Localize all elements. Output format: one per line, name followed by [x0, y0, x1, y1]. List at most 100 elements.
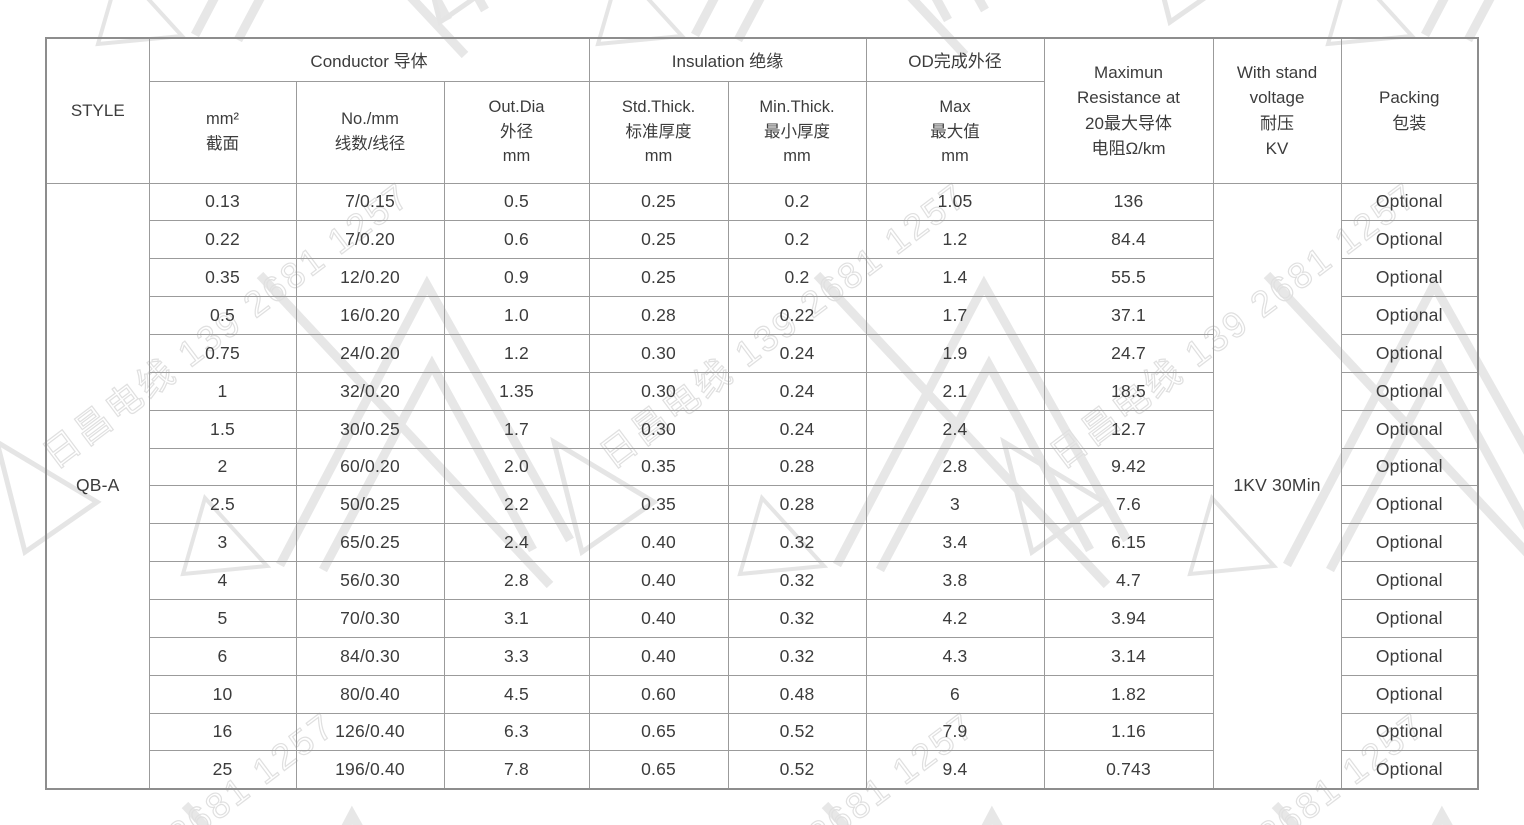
cell-mm2: 0.35	[148, 258, 297, 298]
cell-odmax: 2.4	[865, 409, 1045, 449]
cell-resistance: 136	[1043, 182, 1214, 222]
cell-stdthick: 0.25	[588, 220, 729, 260]
table-row: 5 70/0.30 3.1 0.40 0.32 4.2 3.94 Optional	[46, 598, 1479, 638]
cell-no-mm: 60/0.20	[295, 447, 445, 487]
cell-resistance: 18.5	[1043, 371, 1214, 411]
cell-packing: Optional	[1340, 712, 1479, 752]
cell-packing: Optional	[1340, 674, 1479, 714]
cell-minthick: 0.52	[727, 750, 867, 790]
header-style: STYLE	[45, 37, 150, 184]
cell-resistance: 6.15	[1043, 523, 1214, 563]
cell-minthick: 0.28	[727, 485, 867, 525]
cell-no-mm: 80/0.40	[295, 674, 445, 714]
cell-outdia: 2.8	[443, 561, 590, 600]
cell-no-mm: 50/0.25	[295, 485, 445, 525]
cell-packing: Optional	[1340, 333, 1479, 373]
cell-odmax: 3	[865, 485, 1045, 525]
cell-stdthick: 0.40	[588, 598, 729, 638]
cell-packing: Optional	[1340, 561, 1479, 600]
cell-outdia: 7.8	[443, 750, 590, 790]
cell-mm2: 1	[148, 371, 297, 411]
cell-no-mm: 16/0.20	[295, 296, 445, 335]
cell-outdia: 0.9	[443, 258, 590, 298]
cell-mm2: 0.5	[148, 296, 297, 335]
table-row: 10 80/0.40 4.5 0.60 0.48 6 1.82 Optional	[46, 674, 1479, 714]
cell-packing: Optional	[1340, 371, 1479, 411]
cell-stdthick: 0.28	[588, 296, 729, 335]
cell-outdia: 6.3	[443, 712, 590, 752]
cell-mm2: 0.75	[148, 333, 297, 373]
cell-no-mm: 24/0.20	[295, 333, 445, 373]
header-group-od: OD完成外径	[865, 37, 1045, 82]
header-packing: Packing 包装	[1340, 37, 1479, 184]
cell-resistance: 1.16	[1043, 712, 1214, 752]
cell-outdia: 1.0	[443, 296, 590, 335]
cell-odmax: 6	[865, 674, 1045, 714]
header-no-mm: No./mm 线数/线径	[295, 80, 445, 184]
cell-packing: Optional	[1340, 485, 1479, 525]
cell-resistance: 0.743	[1043, 750, 1214, 790]
cell-mm2: 6	[148, 636, 297, 676]
table-row: 1.5 30/0.25 1.7 0.30 0.24 2.4 12.7 Optional	[46, 409, 1479, 449]
cell-packing: Optional	[1340, 182, 1479, 222]
table-row: 1 32/0.20 1.35 0.30 0.24 2.1 18.5 Optional	[46, 371, 1479, 411]
cell-stdthick: 0.30	[588, 409, 729, 449]
cell-no-mm: 7/0.15	[295, 182, 445, 222]
cell-stdthick: 0.25	[588, 258, 729, 298]
cell-mm2: 4	[148, 561, 297, 600]
cell-packing: Optional	[1340, 523, 1479, 563]
cell-outdia: 1.2	[443, 333, 590, 373]
cell-resistance: 3.14	[1043, 636, 1214, 676]
cell-mm2: 16	[148, 712, 297, 752]
cell-odmax: 1.9	[865, 333, 1045, 373]
table-row: 2.5 50/0.25 2.2 0.35 0.28 3 7.6 Optional	[46, 485, 1479, 525]
cell-odmax: 3.8	[865, 561, 1045, 600]
cell-outdia: 2.0	[443, 447, 590, 487]
cell-minthick: 0.2	[727, 182, 867, 222]
cell-stdthick: 0.60	[588, 674, 729, 714]
cell-minthick: 0.24	[727, 333, 867, 373]
cell-odmax: 4.3	[865, 636, 1045, 676]
table-row: 4 56/0.30 2.8 0.40 0.32 3.8 4.7 Optional	[46, 561, 1479, 600]
cell-no-mm: 70/0.30	[295, 598, 445, 638]
cell-outdia: 1.7	[443, 409, 590, 449]
cell-mm2: 25	[148, 750, 297, 790]
cell-odmax: 1.7	[865, 296, 1045, 335]
cell-odmax: 1.4	[865, 258, 1045, 298]
cell-outdia: 1.35	[443, 371, 590, 411]
cell-outdia: 2.2	[443, 485, 590, 525]
cell-outdia: 3.1	[443, 598, 590, 638]
header-outdia: Out.Dia 外径 mm	[443, 80, 590, 184]
cell-stdthick: 0.40	[588, 523, 729, 563]
cell-minthick: 0.22	[727, 296, 867, 335]
cell-outdia: 4.5	[443, 674, 590, 714]
cell-mm2: 3	[148, 523, 297, 563]
cell-no-mm: 56/0.30	[295, 561, 445, 600]
cell-stdthick: 0.35	[588, 447, 729, 487]
header-stdthick: Std.Thick. 标准厚度 mm	[588, 80, 729, 184]
cell-outdia: 2.4	[443, 523, 590, 563]
cell-minthick: 0.2	[727, 258, 867, 298]
cell-packing: Optional	[1340, 447, 1479, 487]
cell-mm2: 0.22	[148, 220, 297, 260]
cell-minthick: 0.24	[727, 409, 867, 449]
cell-resistance: 55.5	[1043, 258, 1214, 298]
cell-no-mm: 7/0.20	[295, 220, 445, 260]
header-mm2: mm² 截面	[148, 80, 297, 184]
cell-no-mm: 84/0.30	[295, 636, 445, 676]
cell-resistance: 12.7	[1043, 409, 1214, 449]
cell-odmax: 4.2	[865, 598, 1045, 638]
cell-minthick: 0.32	[727, 523, 867, 563]
table-header: STYLE Conductor 导体 Insulation 绝缘 OD完成外径 …	[45, 37, 1479, 184]
header-group-insulation: Insulation 绝缘	[588, 37, 867, 82]
cell-odmax: 2.8	[865, 447, 1045, 487]
cell-outdia: 0.6	[443, 220, 590, 260]
cell-mm2: 2	[148, 447, 297, 487]
cell-minthick: 0.48	[727, 674, 867, 714]
cell-outdia: 0.5	[443, 182, 590, 222]
cell-resistance: 24.7	[1043, 333, 1214, 373]
header-minthick: Min.Thick. 最小厚度 mm	[727, 80, 867, 184]
cell-odmax: 1.05	[865, 182, 1045, 222]
table-row: 0.5 16/0.20 1.0 0.28 0.22 1.7 37.1 Optional	[46, 296, 1479, 335]
table-row: 6 84/0.30 3.3 0.40 0.32 4.3 3.14 Optional	[46, 636, 1479, 676]
